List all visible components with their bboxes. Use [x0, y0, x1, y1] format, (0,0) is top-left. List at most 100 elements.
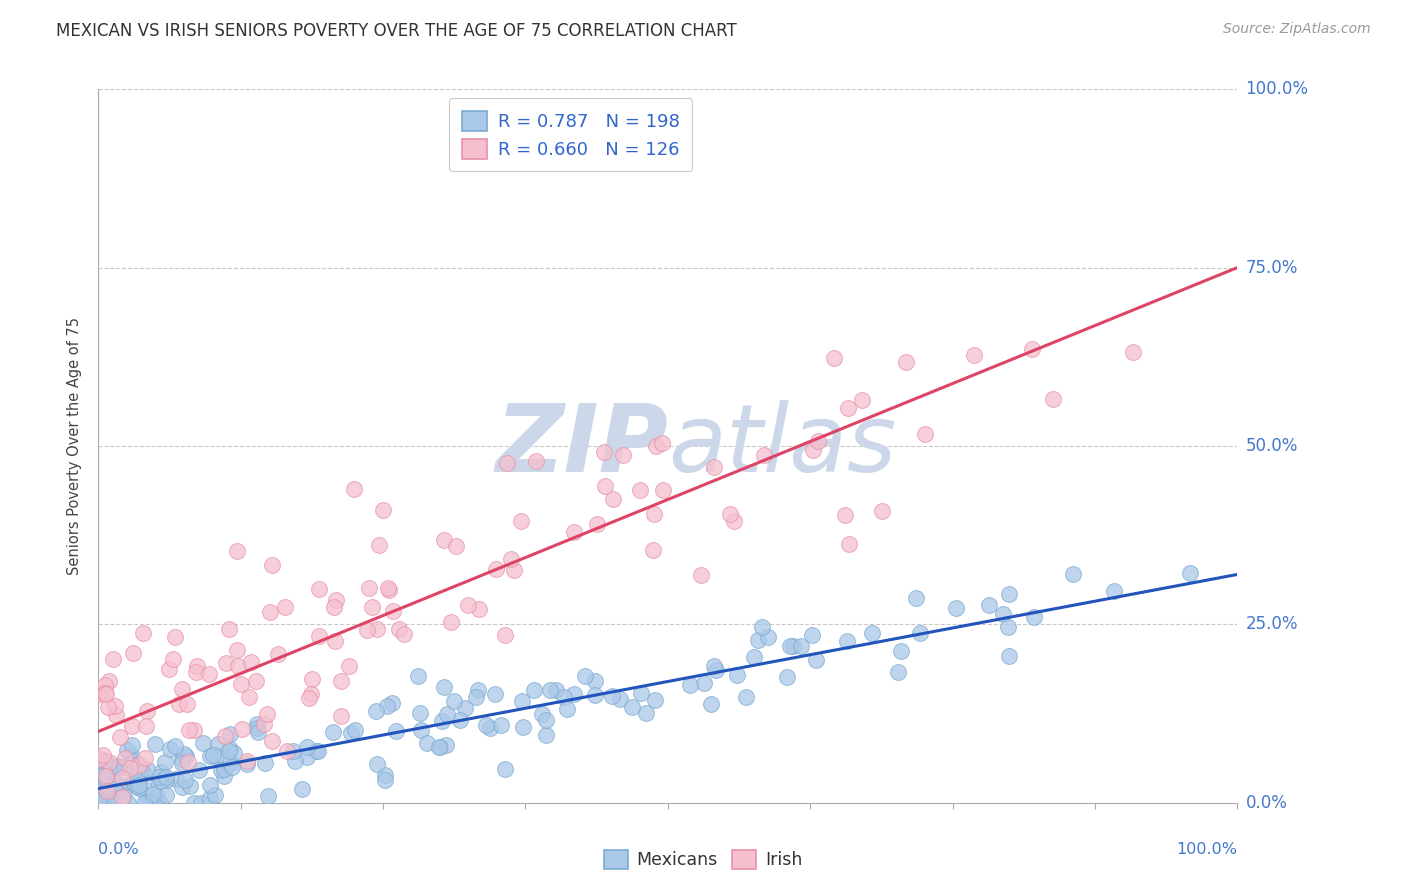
Point — [155, 755, 177, 769]
Point — [1042, 392, 1064, 407]
Point — [134, 796, 156, 810]
Point — [103, 796, 125, 810]
Point — [239, 655, 262, 669]
Point — [693, 676, 716, 690]
Point — [94, 754, 117, 768]
Point — [104, 784, 127, 798]
Point — [534, 713, 557, 727]
Point — [111, 771, 134, 785]
Point — [236, 756, 259, 771]
Point — [94, 678, 117, 692]
Point — [564, 687, 586, 701]
Point — [149, 774, 172, 789]
Point — [377, 581, 399, 595]
Text: 25.0%: 25.0% — [1246, 615, 1298, 633]
Point — [94, 687, 117, 701]
Point — [307, 743, 329, 757]
Point — [375, 698, 398, 713]
Point — [246, 717, 269, 731]
Point — [433, 533, 456, 548]
Point — [159, 741, 181, 756]
Point — [281, 744, 304, 758]
Point — [91, 747, 114, 762]
Point — [651, 483, 673, 498]
Point — [100, 787, 122, 801]
Point — [690, 567, 713, 582]
Point — [114, 760, 136, 774]
Point — [361, 600, 384, 615]
Point — [120, 747, 142, 762]
Point — [145, 789, 167, 803]
Point — [323, 599, 346, 614]
Point — [202, 747, 225, 762]
Point — [1122, 344, 1144, 359]
Point — [546, 683, 568, 698]
Point — [641, 543, 664, 558]
Point — [267, 647, 290, 661]
Point — [467, 683, 489, 698]
Point — [157, 662, 180, 676]
Point — [108, 796, 131, 810]
Point — [149, 765, 172, 780]
Point — [125, 768, 148, 782]
Point — [643, 507, 665, 521]
Text: MEXICAN VS IRISH SENIORS POVERTY OVER THE AGE OF 75 CORRELATION CHART: MEXICAN VS IRISH SENIORS POVERTY OVER TH… — [56, 22, 737, 40]
Point — [436, 706, 458, 721]
Point — [751, 620, 773, 634]
Point — [1062, 567, 1084, 582]
Point — [356, 623, 378, 637]
Point — [112, 789, 135, 804]
Point — [94, 762, 117, 776]
Point — [409, 723, 432, 737]
Point — [155, 773, 177, 788]
Point — [163, 739, 186, 753]
Point — [93, 778, 115, 792]
Point — [108, 730, 131, 744]
Point — [586, 516, 609, 531]
Point — [226, 659, 249, 673]
Text: 75.0%: 75.0% — [1246, 259, 1298, 277]
Point — [149, 796, 172, 810]
Point — [198, 778, 221, 792]
Point — [998, 587, 1021, 601]
Point — [479, 722, 502, 736]
Point — [96, 784, 118, 798]
Point — [1102, 584, 1125, 599]
Point — [247, 724, 270, 739]
Point — [253, 716, 276, 731]
Point — [87, 779, 110, 793]
Point — [993, 607, 1015, 621]
Point — [105, 791, 128, 805]
Point — [89, 770, 111, 784]
Point — [449, 713, 471, 727]
Point — [89, 796, 111, 810]
Point — [276, 744, 298, 758]
Point — [87, 796, 110, 810]
Point — [121, 738, 143, 752]
Point — [485, 561, 508, 575]
Point — [198, 791, 221, 805]
Point — [229, 677, 252, 691]
Point — [218, 622, 240, 636]
Point — [226, 643, 249, 657]
Point — [162, 652, 184, 666]
Point — [215, 656, 238, 670]
Point — [91, 796, 114, 810]
Point — [165, 630, 187, 644]
Point — [260, 734, 283, 748]
Point — [503, 563, 526, 577]
Point — [679, 678, 702, 692]
Point — [474, 718, 496, 732]
Point — [443, 693, 465, 707]
Point — [997, 648, 1019, 663]
Point — [536, 728, 558, 742]
Point — [87, 796, 110, 810]
Point — [583, 688, 606, 702]
Point — [330, 709, 353, 723]
Point — [257, 789, 280, 804]
Point — [851, 392, 873, 407]
Point — [630, 483, 652, 497]
Point — [703, 658, 725, 673]
Point — [444, 539, 467, 553]
Point — [97, 779, 120, 793]
